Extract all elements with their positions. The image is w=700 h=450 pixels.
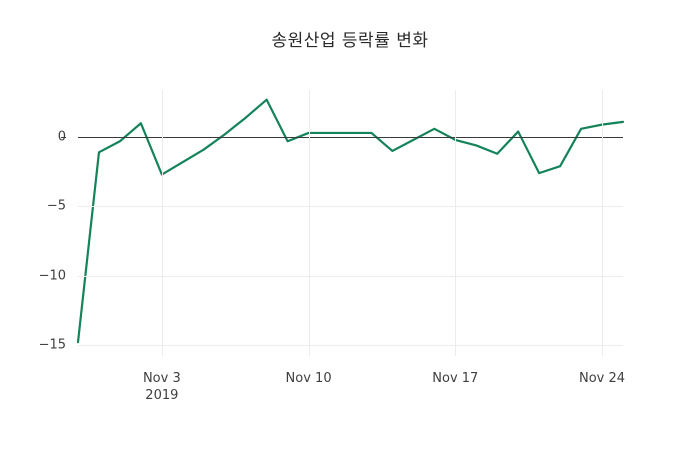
- y-axis-tick-label: −5: [46, 198, 66, 214]
- x-axis-tick-label: Nov 24: [579, 371, 626, 386]
- x-axis-tick-label: Nov 17: [432, 371, 479, 386]
- gridline-vertical: [455, 90, 457, 356]
- line-series-path: [76, 98, 625, 344]
- y-axis-tick-labels: 0 −5 −10 −15: [0, 90, 66, 356]
- x-axis-tick-labels: Nov 3 2019 Nov 10 Nov 17 Nov 24: [78, 362, 626, 422]
- gridline-vertical: [602, 90, 604, 356]
- x-axis-tick-label: Nov 10: [285, 371, 332, 386]
- zero-axis-line: [78, 137, 623, 139]
- x-axis-tick-sublabel: 2019: [145, 388, 179, 403]
- chart-title: 송원산업 등락률 변화: [271, 31, 429, 51]
- gridline-vertical: [161, 90, 163, 356]
- gridline-horizontal: [78, 275, 623, 277]
- x-axis-tick-label: Nov 3 2019: [142, 371, 181, 403]
- plot-area: [76, 90, 625, 356]
- y-axis-tick-label: −15: [38, 337, 66, 353]
- gridline-vertical: [308, 90, 310, 356]
- gridline-horizontal: [78, 344, 623, 346]
- y-axis-tick-label: −10: [38, 268, 66, 284]
- gridline-horizontal: [78, 206, 623, 208]
- y-axis-tick-mark: [61, 137, 66, 139]
